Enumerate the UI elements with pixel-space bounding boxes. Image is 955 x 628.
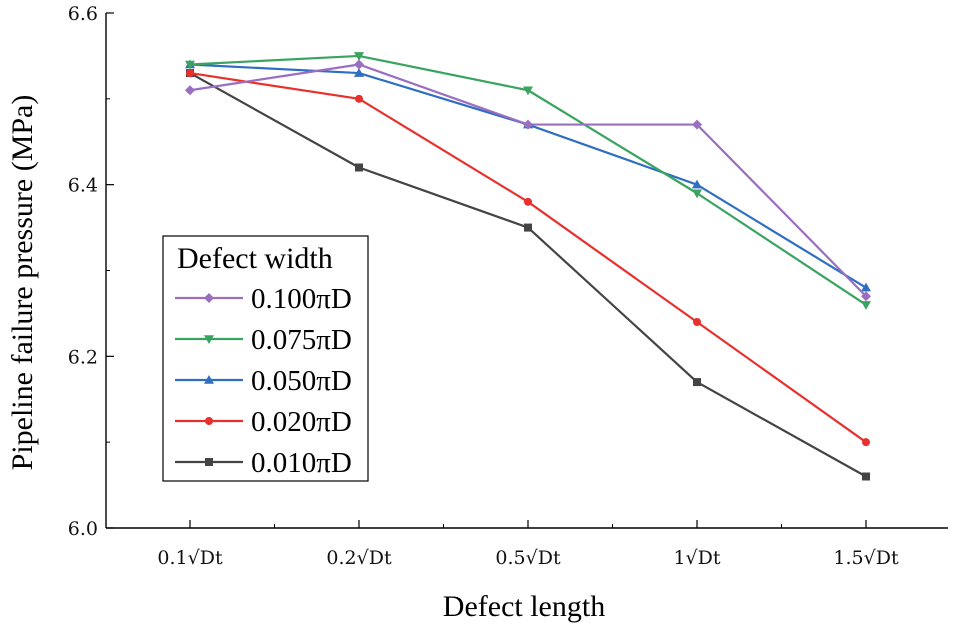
- data-point: [205, 458, 213, 466]
- data-point: [204, 335, 214, 344]
- y-axis-title: Pipeline failure pressure (MPa): [6, 95, 39, 471]
- data-point: [692, 179, 702, 189]
- legend-label: 0.100πD: [251, 283, 352, 315]
- series-0.100πD: [185, 59, 871, 302]
- legend: Defect width 0.100πD 0.075πD 0.050πD 0.020πD…: [162, 235, 369, 482]
- data-point: [204, 375, 214, 384]
- x-tick-label: 1.5√Dt: [833, 547, 899, 569]
- y-tick-label: 6.2: [68, 346, 98, 368]
- data-point: [862, 472, 870, 481]
- series-0.075πD: [185, 52, 871, 310]
- data-point: [693, 378, 701, 387]
- data-point: [355, 94, 363, 103]
- legend-item: 0.050πD: [175, 365, 352, 397]
- axes: 6.0 6.2 6.4 6.6 0.1√Dt 0.2√Dt 0.5√Dt 1√Dt 1.5√Dt: [68, 3, 948, 569]
- data-point: [692, 119, 702, 130]
- data-point: [204, 293, 214, 303]
- legend-label: 0.050πD: [251, 365, 352, 397]
- data-point: [861, 301, 871, 310]
- x-tick-label: 0.2√Dt: [326, 547, 392, 569]
- data-point: [524, 197, 532, 206]
- data-point: [693, 318, 701, 326]
- data-point: [861, 282, 871, 292]
- y-tick-label: 6.0: [68, 518, 98, 540]
- data-point: [861, 291, 871, 302]
- data-point: [205, 417, 213, 425]
- x-tick-label: 1√Dt: [673, 547, 720, 569]
- data-point: [354, 68, 364, 77]
- x-axis-title: Defect length: [443, 590, 605, 623]
- data-point: [185, 60, 195, 70]
- y-tick-label: 6.6: [68, 3, 98, 25]
- legend-item: 0.020πD: [175, 406, 352, 438]
- legend-label: 0.010πD: [251, 447, 352, 479]
- legend-label: 0.075πD: [251, 324, 352, 356]
- legend-item: 0.075πD: [175, 324, 352, 356]
- data-point: [862, 438, 870, 447]
- legend-item: 0.010πD: [175, 447, 352, 479]
- data-point: [354, 52, 364, 61]
- data-point: [523, 119, 533, 130]
- series-layer: [185, 52, 871, 481]
- legend-label: 0.020πD: [251, 406, 352, 438]
- x-tick-label: 0.1√Dt: [157, 547, 223, 569]
- x-tick-label: 0.5√Dt: [495, 547, 561, 569]
- data-point: [523, 86, 533, 96]
- legend-title: Defect width: [177, 242, 333, 275]
- legend-box: [162, 235, 369, 482]
- data-point: [355, 163, 363, 172]
- data-point: [524, 223, 532, 232]
- y-tick-label: 6.4: [68, 175, 98, 197]
- legend-item: 0.100πD: [175, 283, 352, 315]
- series-0.020πD: [186, 69, 870, 447]
- data-point: [354, 59, 364, 70]
- data-point: [185, 85, 195, 96]
- data-point: [186, 69, 194, 78]
- data-point: [692, 189, 702, 199]
